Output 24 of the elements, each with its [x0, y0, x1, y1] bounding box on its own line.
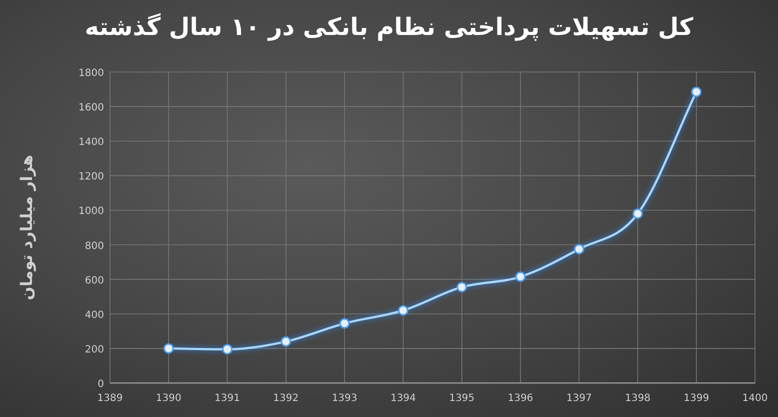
y-axis-title: هزار میلیارد تومان	[17, 154, 36, 300]
x-tick-label: 1400	[742, 393, 768, 404]
y-tick-label: 1400	[78, 137, 104, 148]
y-tick-label: 1200	[78, 172, 104, 183]
y-tick-label: 1800	[78, 68, 104, 79]
y-tick-label: 1000	[78, 206, 104, 218]
y-tick-label: 1600	[78, 102, 104, 114]
x-tick-label: 1390	[156, 393, 182, 404]
y-tick-label: 800	[84, 240, 104, 252]
x-tick-label: 1395	[449, 393, 475, 404]
chart-title: کل تسهیلات پرداختی نظام بانکی در ۱۰ سال گذشته	[84, 12, 694, 42]
x-tick-label: 1391	[214, 393, 240, 404]
x-tick-label: 1389	[97, 393, 123, 404]
y-tick-label: 400	[84, 310, 104, 321]
x-tick-label: 1396	[508, 393, 534, 404]
y-tick-label: 0	[98, 379, 104, 390]
x-tick-label: 1399	[684, 393, 710, 404]
y-tick-label: 600	[84, 275, 104, 286]
y-tick-label: 200	[84, 344, 104, 356]
x-tick-label: 1397	[566, 393, 592, 404]
x-tick-label: 1394	[390, 393, 416, 404]
x-tick-label: 1392	[273, 393, 299, 404]
x-tick-label: 1393	[332, 393, 358, 404]
x-tick-label: 1398	[625, 393, 650, 404]
